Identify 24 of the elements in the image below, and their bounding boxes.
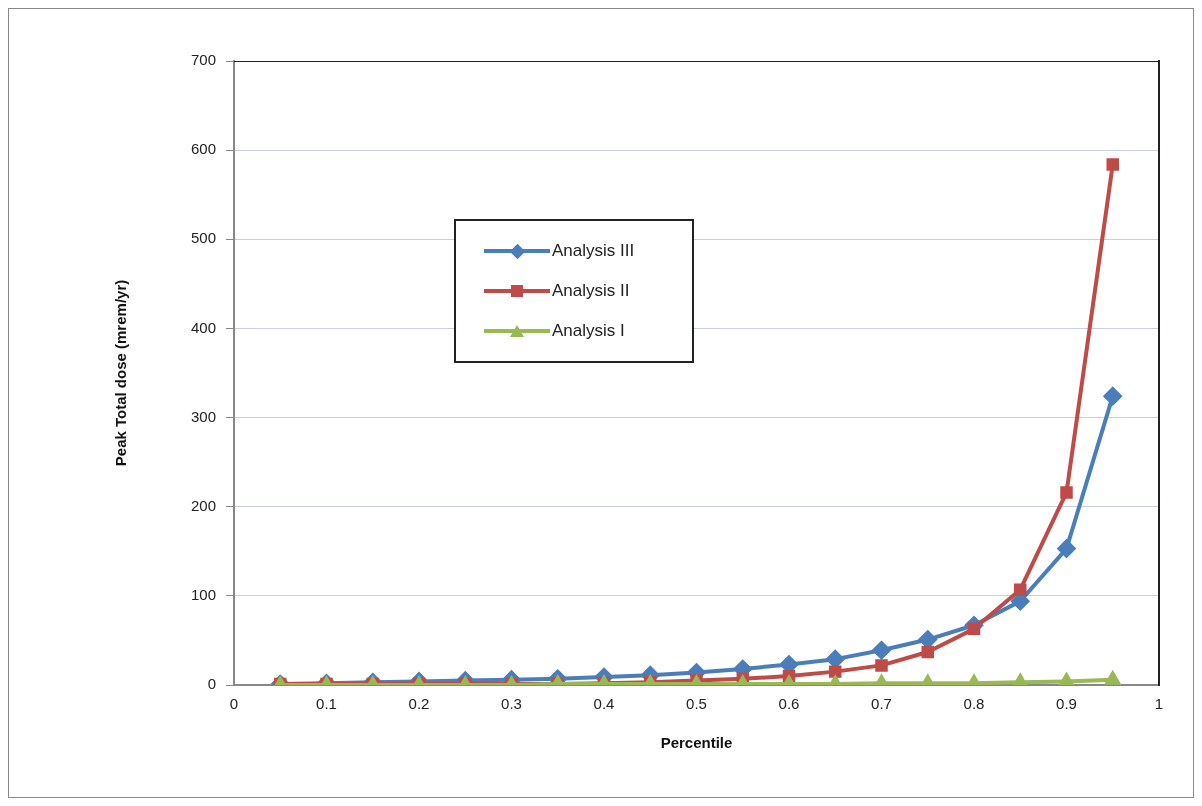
x-tick-label: 0.6	[778, 695, 800, 713]
y-tick-label: 500	[191, 229, 217, 247]
legend-label: Analysis III	[552, 241, 635, 261]
x-tick-label: 0.8	[963, 695, 985, 713]
x-tick-label: 0.5	[686, 695, 707, 713]
y-tick-label: 600	[191, 140, 217, 158]
x-tick-label: 0.7	[871, 695, 892, 713]
x-tick-label: 0.3	[501, 695, 522, 713]
x-tick-label: 1	[1154, 695, 1164, 713]
x-axis-title: Percentile	[660, 734, 733, 752]
x-tick-label: 0.1	[316, 695, 337, 713]
y-axis-title: Peak Total dose (mrem/yr)	[112, 279, 130, 467]
legend-label: Analysis I	[552, 321, 625, 341]
y-tick-label: 300	[191, 407, 217, 425]
x-tick-label: 0.9	[1056, 695, 1077, 713]
y-tick-label: 700	[191, 51, 217, 69]
y-tick-label: 100	[191, 586, 217, 603]
y-tick-label: 200	[191, 496, 217, 514]
legend-label: Analysis II	[552, 281, 630, 301]
y-tick-label: 0	[207, 675, 217, 693]
y-tick-label: 400	[191, 318, 217, 336]
x-tick-label: 0	[229, 695, 239, 713]
x-tick-label: 0.2	[408, 695, 430, 713]
x-tick-label: 0.4	[593, 695, 615, 713]
